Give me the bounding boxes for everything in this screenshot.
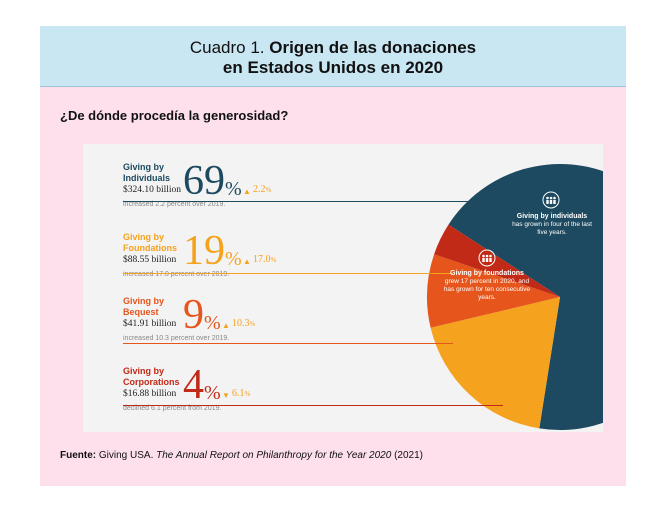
pie-slice-2 [427, 254, 560, 328]
change-value: 2.2% [253, 184, 271, 195]
annotation-title: Giving by individuals [516, 213, 588, 220]
change-note: increased 2.2 percent over 2019. [123, 201, 226, 208]
annotation-text: grew 17 percent in 2020, and has grown f… [443, 278, 531, 301]
percent-label: 4 [183, 362, 204, 408]
chart-panel: Giving by Individuals $324.10 billion incre… [83, 144, 603, 432]
category-label: Giving by Foundations [123, 232, 177, 254]
category-label: Giving by Corporations [123, 366, 180, 388]
chart-subtitle: ¿De dónde procedía la generosidad? [60, 108, 289, 123]
change-percent-sign: % [244, 390, 251, 398]
category-line: Giving by [123, 232, 165, 242]
amount-label: $41.91 billion [123, 319, 177, 329]
percent-sign: % [204, 312, 221, 334]
source-citation: Fuente: Giving USA. The Annual Report on… [60, 450, 423, 461]
category-line: Bequest [123, 307, 159, 317]
arrow-down-icon: ▼ [222, 391, 230, 400]
annotation-individuals: Giving by individuals has grown in four o… [507, 213, 597, 237]
amount-label: $324.10 billion [123, 185, 182, 195]
percent-label: 9 [183, 292, 204, 338]
building-icon [478, 249, 496, 267]
percent-sign: % [204, 382, 221, 404]
arrow-up-icon: ▲ [243, 187, 251, 196]
pie-slice-0 [448, 164, 603, 431]
change-percent-sign: % [249, 320, 256, 328]
source-label: Fuente: [60, 450, 97, 461]
percent-sign: % [225, 248, 242, 270]
category-line: Giving by [123, 366, 165, 376]
change-note: declined 6.1 percent from 2019. [123, 405, 222, 412]
source-year: (2021) [394, 450, 423, 461]
change-number: 10.3 [232, 318, 250, 329]
leader-line [123, 343, 453, 344]
annotation-title: Giving by foundations [450, 270, 524, 277]
change-number: 2.2 [253, 184, 266, 195]
pie-slice-3 [434, 224, 560, 297]
figure-title: Cuadro 1. Origen de las donaciones [40, 38, 626, 58]
source-text: Giving USA. [98, 450, 154, 461]
annotation-foundations: Giving by foundations grew 17 percent in … [443, 270, 531, 302]
percent-label: 69 [183, 158, 225, 204]
header-bar: Cuadro 1. Origen de las donaciones en Es… [40, 26, 626, 87]
figure-title-line2: en Estados Unidos en 2020 [222, 58, 444, 77]
category-line: Giving by [123, 296, 165, 306]
change-number: 6.1 [232, 388, 245, 399]
category-line: Corporations [123, 377, 180, 387]
arrow-up-icon: ▲ [243, 257, 251, 266]
change-percent-sign: % [265, 186, 272, 194]
change-number: 17.0 [253, 254, 271, 265]
change-value: 10.3% [232, 318, 255, 329]
annotation-text: has grown in four of the last five years… [512, 221, 592, 236]
figure-frame: Cuadro 1. Origen de las donaciones en Es… [40, 26, 626, 486]
amount-label: $16.88 billion [123, 389, 177, 399]
amount-label: $88.55 billion [123, 255, 177, 265]
percent-label: 19 [183, 228, 225, 274]
category-line: Giving by [123, 162, 165, 172]
change-percent-sign: % [270, 256, 277, 264]
pie-slice-1 [430, 297, 560, 429]
people-icon [542, 191, 560, 209]
leader-line [123, 405, 503, 406]
percent-sign: % [225, 178, 242, 200]
leader-line [123, 273, 453, 274]
change-note: increased 17.0 percent over 2019. [123, 271, 230, 278]
leader-line [123, 201, 478, 202]
category-label: Giving by Bequest [123, 296, 164, 318]
change-note: increased 10.3 percent over 2019. [123, 335, 230, 342]
pie-chart [427, 164, 603, 431]
category-line: Individuals [123, 173, 171, 183]
category-label: Giving by Individuals [123, 162, 170, 184]
category-line: Foundations [123, 243, 177, 253]
title-prefix: Cuadro 1. [189, 38, 265, 57]
change-value: 17.0% [253, 254, 276, 265]
title-main: Origen de las donaciones [269, 38, 477, 57]
arrow-up-icon: ▲ [222, 321, 230, 330]
change-value: 6.1% [232, 388, 250, 399]
source-title: The Annual Report on Philanthropy for th… [156, 450, 392, 461]
